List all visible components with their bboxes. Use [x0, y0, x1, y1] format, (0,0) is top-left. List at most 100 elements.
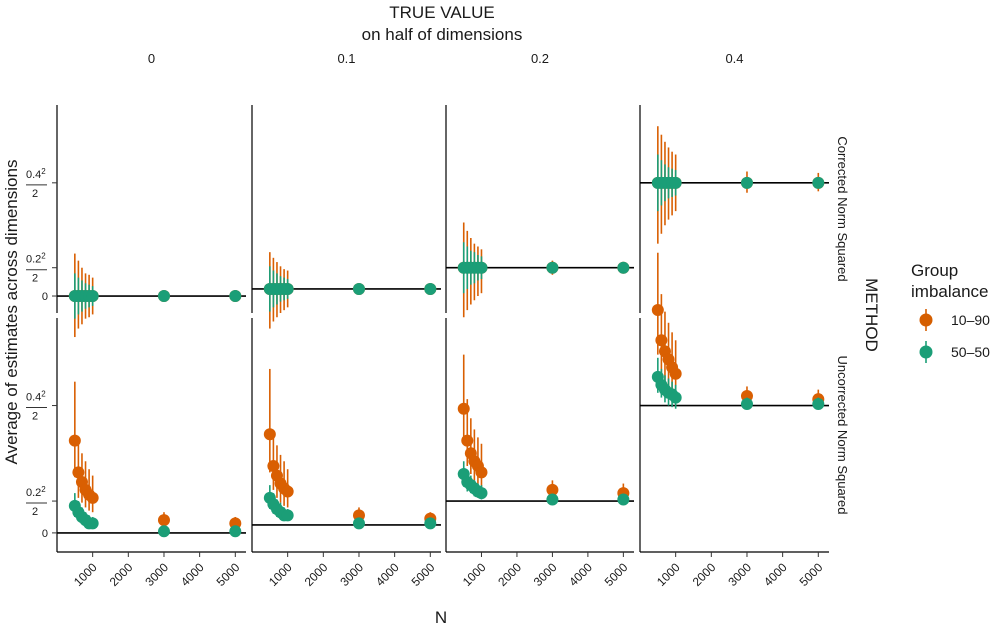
data-point [669, 367, 682, 380]
data-point [655, 334, 668, 347]
x-tick-label: 2000 [302, 560, 331, 589]
x-tick-label: 3000 [725, 560, 754, 589]
facet-panel [251, 318, 441, 553]
data-point [68, 434, 81, 447]
x-tick-label: 3000 [142, 560, 171, 589]
data-point [617, 261, 630, 274]
legend-entries: 10–90 50–50 [919, 309, 990, 363]
data-point [72, 466, 85, 479]
data-point [157, 514, 170, 527]
facet-panel [445, 318, 634, 553]
data-point [352, 282, 365, 295]
data-point [475, 487, 488, 500]
y-axis-label: Average of estimates across dimensions [2, 160, 21, 465]
x-tick-label: 1000 [654, 560, 683, 589]
y-tick-denominator: 2 [32, 506, 38, 518]
facet-panel [639, 252, 829, 553]
facet-panels [56, 105, 829, 553]
data-point [669, 391, 682, 404]
data-point [461, 434, 474, 447]
legend-title-line1: Group [911, 261, 958, 280]
data-point [546, 261, 559, 274]
y-tick-denominator: 2 [32, 411, 38, 423]
y-tick-denominator: 2 [32, 273, 38, 285]
chart-titles: TRUE VALUE on half of dimensions N Avera… [2, 3, 881, 627]
legend-title-line2: imbalance [911, 282, 989, 301]
x-tick-label: 2000 [107, 560, 136, 589]
data-point [812, 397, 825, 410]
data-point [281, 509, 294, 522]
data-point [352, 517, 365, 530]
row-panel-label: Corrected Norm Squared [835, 136, 850, 281]
legend: Group imbalance 10–90 50–50 [911, 261, 990, 363]
data-point [740, 176, 753, 189]
y-tick-numerator: 0.42 [26, 167, 46, 181]
row-panel-label: Uncorrected Norm Squared [835, 356, 850, 515]
facet-panel [251, 105, 441, 329]
x-tick-label: 4000 [373, 560, 402, 589]
data-point [229, 525, 242, 538]
x-tick-label: 2000 [495, 560, 524, 589]
chart-title: TRUE VALUE [389, 3, 495, 22]
data-point [651, 304, 664, 317]
legend-entry-label: 50–50 [951, 344, 990, 360]
data-point [157, 290, 170, 303]
column-panel-label: 0.2 [531, 51, 549, 66]
x-tick-label: 5000 [214, 560, 243, 589]
data-point [263, 428, 276, 441]
x-tick-label: 5000 [797, 560, 826, 589]
facet-panel [56, 105, 246, 338]
x-tick-label: 3000 [337, 560, 366, 589]
x-axis-label: N [435, 608, 447, 627]
data-point [475, 466, 488, 479]
x-tick-label: 1000 [460, 560, 489, 589]
data-point [740, 397, 753, 410]
data-point [229, 290, 242, 303]
data-point [475, 261, 488, 274]
data-point [281, 282, 294, 295]
y-tick-numerator: 0.42 [26, 390, 46, 404]
x-tick-label: 5000 [409, 560, 438, 589]
data-point [86, 491, 99, 504]
x-tick-label: 4000 [178, 560, 207, 589]
facet-panel [639, 105, 829, 313]
facet-panel [445, 105, 634, 318]
data-point [546, 493, 559, 506]
column-panel-label: 0.4 [725, 51, 743, 66]
x-tick-label: 1000 [266, 560, 295, 589]
data-point [812, 176, 825, 189]
y-tick-label: 0 [42, 528, 48, 540]
data-point [281, 485, 294, 498]
data-point [669, 176, 682, 189]
data-point [157, 525, 170, 538]
y-tick-numerator: 0.22 [26, 252, 46, 266]
data-point [424, 517, 437, 530]
x-tick-label: 1000 [71, 560, 100, 589]
data-point [424, 282, 437, 295]
legend-key-dot [919, 313, 933, 327]
data-point [617, 493, 630, 506]
column-panel-label: 0 [148, 51, 155, 66]
row-facet-title: METHOD [862, 278, 881, 352]
data-point [86, 290, 99, 303]
facet-panel [56, 318, 246, 553]
data-point [546, 483, 559, 496]
y-tick-label: 0 [42, 291, 48, 303]
legend-key-dot [919, 345, 933, 359]
column-panel-label: 0.1 [337, 51, 355, 66]
x-tick-label: 4000 [761, 560, 790, 589]
data-point [267, 460, 280, 473]
x-axis: 1000 2000 3000 4000 5000 1000 2000 3000 4000 5000… [71, 552, 826, 589]
x-tick-label: 4000 [566, 560, 595, 589]
y-tick-numerator: 0.22 [26, 485, 46, 499]
x-tick-label: 5000 [602, 560, 631, 589]
data-point [457, 402, 470, 415]
x-tick-label: 3000 [531, 560, 560, 589]
facet-strips: 0 0.1 0.2 0.4 Corrected Norm Squared Uncorrec… [148, 51, 850, 514]
x-tick-label: 2000 [690, 560, 719, 589]
data-point [86, 517, 99, 530]
legend-entry-label: 10–90 [951, 312, 990, 328]
chart-subtitle: on half of dimensions [362, 25, 523, 44]
